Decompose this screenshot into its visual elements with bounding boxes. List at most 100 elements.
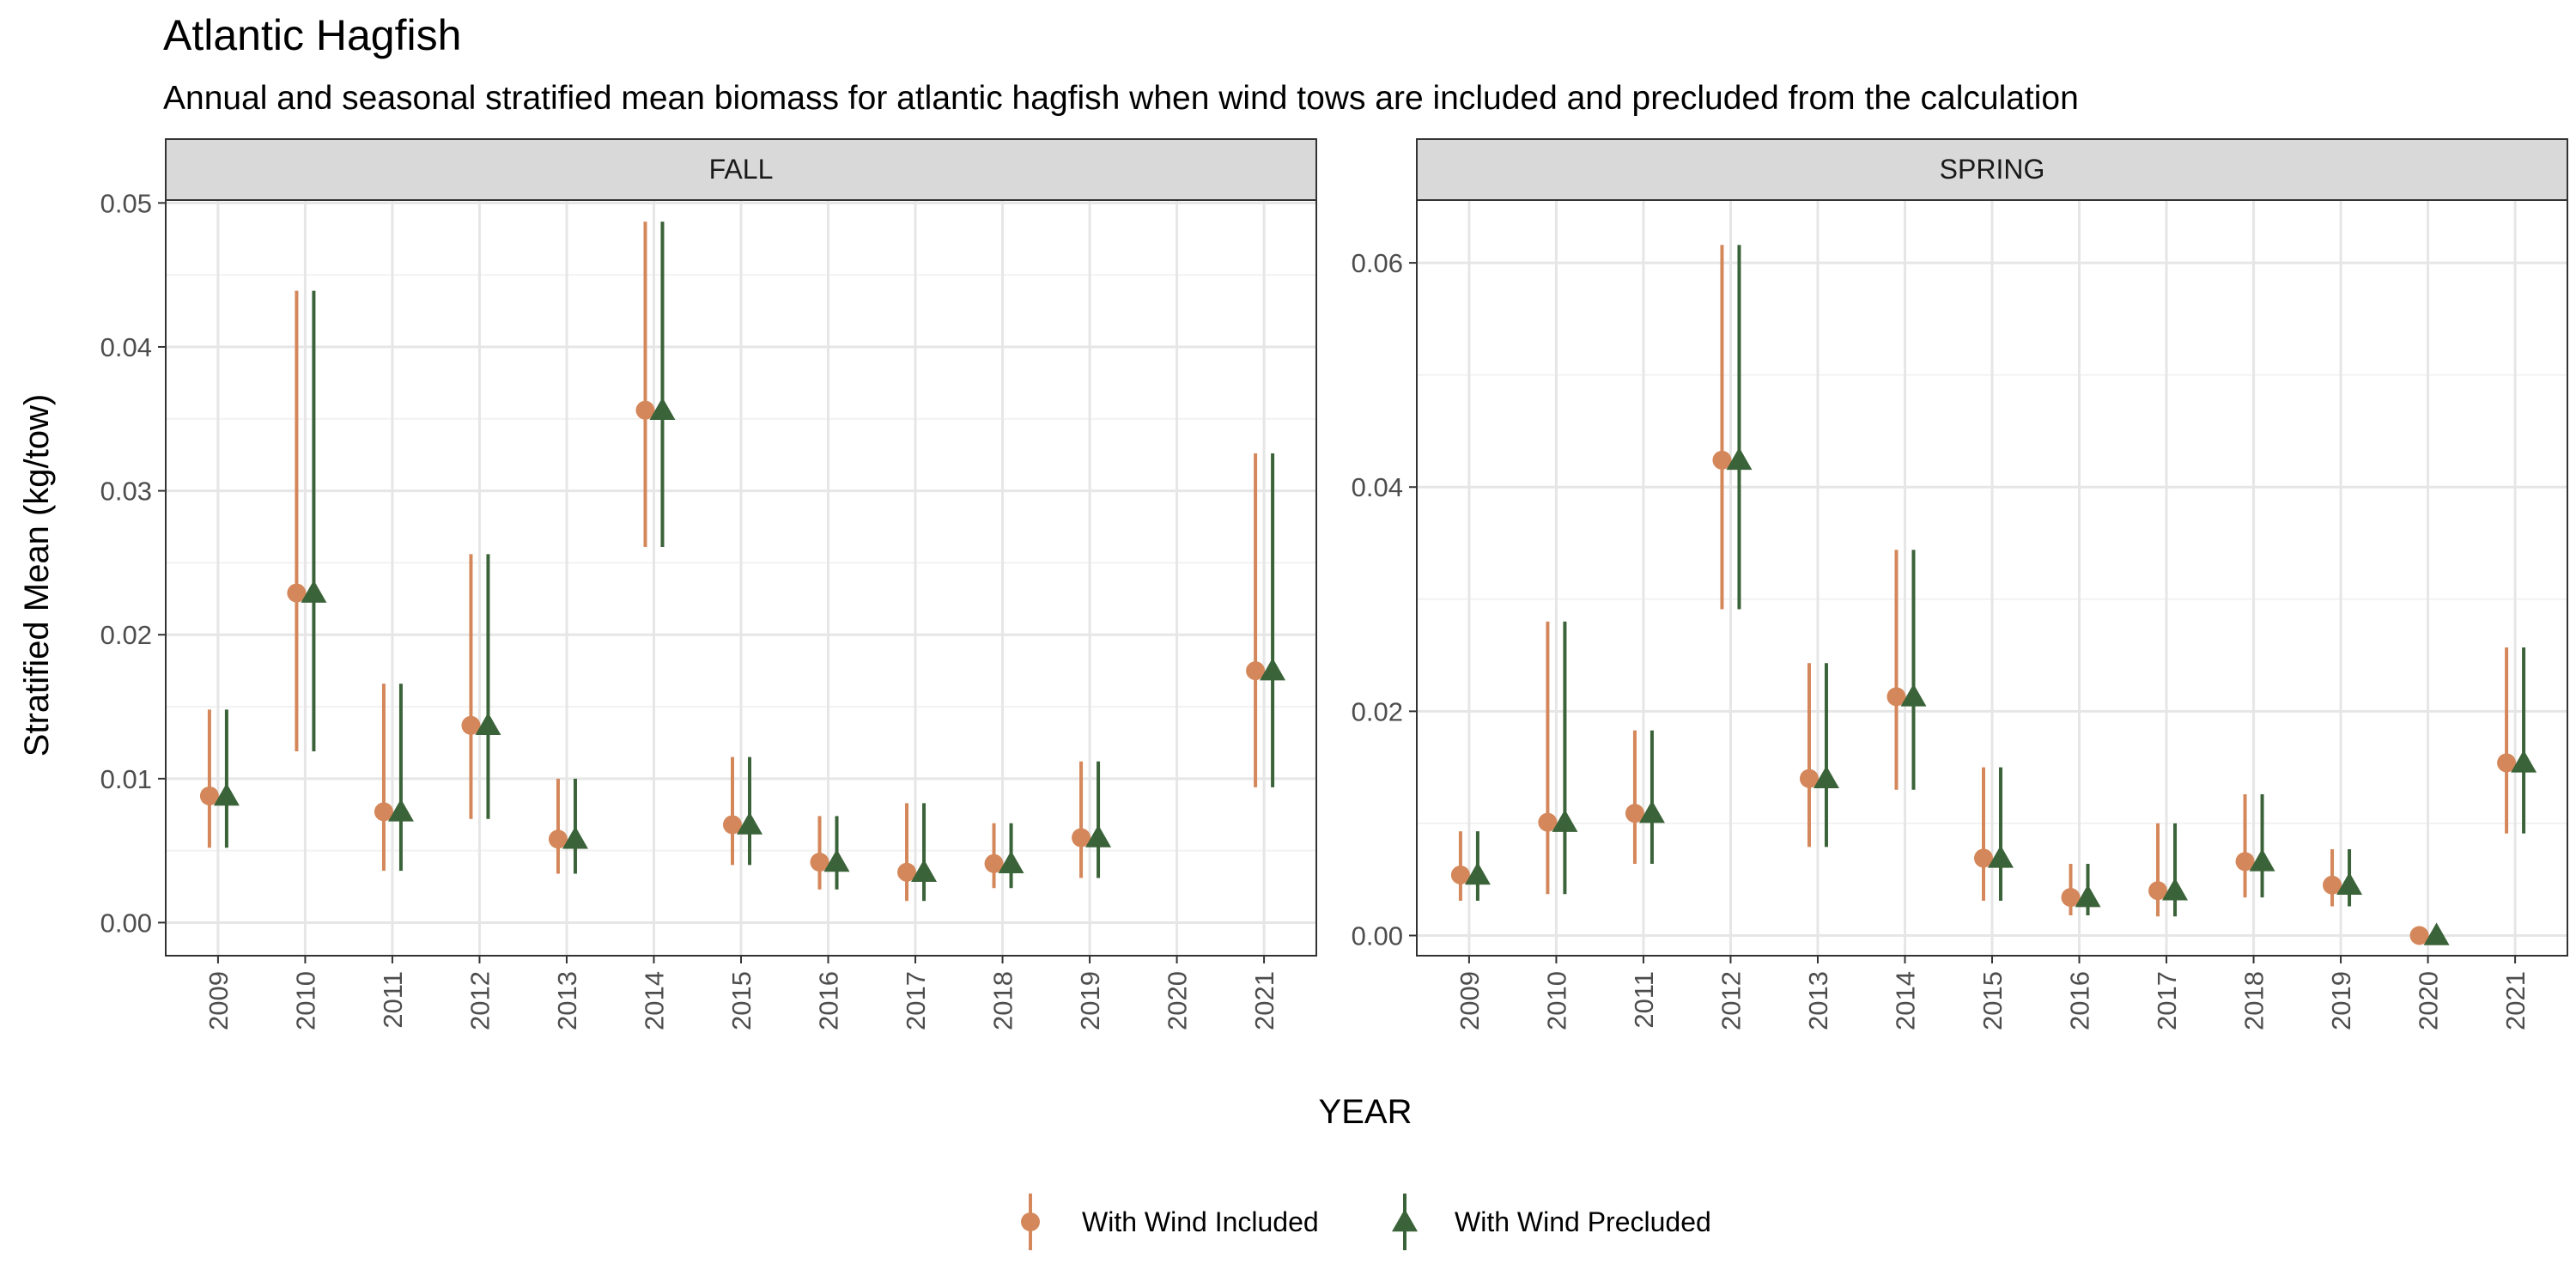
x-tick-label: 2021 [1249,971,1279,1030]
data-point [911,859,938,883]
data-point [199,786,219,805]
x-tick-label: 2015 [1978,971,2008,1030]
legend: With Wind Included With Wind Precluded [1021,1194,1711,1250]
data-point [649,397,676,420]
x-tick-label: 2015 [726,971,756,1030]
panel-spring: SPRING 0.00 0.02 0.04 0.06 2009 2010 2011 2012 20… [1352,138,2568,1030]
x-tick-label: 2014 [639,971,669,1030]
data-point [984,854,1004,873]
panel-fall: FALL 0.00 0.01 0.02 0.03 0.04 0.05 2009 2010 2011… [100,138,1317,1030]
data-point [723,815,742,835]
data-point [213,782,240,806]
y-tick-label: 0.02 [100,620,152,650]
y-tick-label: 0.00 [1352,920,1403,951]
x-tick-label: 2016 [814,971,844,1030]
legend-label: With Wind Precluded [1455,1206,1711,1237]
data-point [2323,875,2342,895]
y-tick-label: 0.00 [100,908,152,938]
x-tick-label: 2009 [1455,971,1485,1030]
legend-key-marker [1392,1209,1418,1232]
data-point [1246,661,1266,681]
data-point [1974,848,1993,868]
data-point [1625,804,1644,823]
data-point [1552,809,1578,832]
x-tick-label: 2019 [1075,971,1105,1030]
x-tick-label: 2012 [1716,971,1746,1030]
data-point [2148,881,2168,901]
data-point [1638,800,1665,823]
x-tick-label: 2017 [2152,971,2182,1030]
panel-border [1416,199,2568,957]
data-point [1450,865,1470,884]
data-point [737,811,762,835]
data-point [1988,845,2014,868]
data-point [387,799,414,822]
data-point [2423,922,2450,945]
x-tick-label: 2018 [2239,971,2269,1030]
data-point [897,862,917,882]
data-point [374,802,393,822]
x-tick-label: 2012 [465,971,495,1030]
data-point [1085,824,1112,848]
data-point [1538,812,1558,832]
data-point [2497,753,2517,773]
facet-label: FALL [709,154,774,185]
data-point [1726,447,1753,471]
data-point [2249,848,2275,872]
data-point [1712,450,1732,470]
y-tick-label: 0.02 [1352,696,1403,726]
data-point [287,583,307,603]
x-tick-label: 2009 [204,971,234,1030]
x-tick-label: 2011 [1629,971,1659,1029]
data-point [2336,872,2363,895]
data-point [998,850,1024,873]
data-point [1260,658,1286,681]
legend-key-marker [1021,1212,1040,1231]
x-axis-label: YEAR [1319,1093,1413,1131]
y-tick-label: 0.04 [1352,472,1403,502]
x-tick-label: 2019 [2326,971,2356,1030]
data-point [2511,750,2537,773]
x-tick-label: 2010 [1541,971,1571,1030]
x-tick-label: 2020 [2414,971,2444,1030]
data-point [635,400,655,420]
y-tick-label: 0.04 [100,332,152,362]
x-tick-label: 2020 [1163,971,1193,1030]
data-point [1813,765,1839,788]
chart-title: Atlantic Hagfish [163,11,461,59]
data-point [1900,683,1927,707]
x-tick-label: 2010 [290,971,320,1030]
data-point [461,715,481,735]
x-tick-label: 2017 [901,971,931,1030]
facet-label: SPRING [1940,154,2045,185]
data-point [1799,769,1819,788]
data-point [2162,878,2189,901]
data-point [823,849,850,872]
x-tick-label: 2011 [378,971,408,1029]
data-point [562,826,588,849]
y-tick-label: 0.03 [100,477,152,507]
data-point [1464,861,1491,885]
data-point [2075,884,2101,908]
y-tick-label: 0.05 [100,188,152,218]
x-tick-label: 2016 [2065,971,2095,1030]
legend-label: With Wind Included [1082,1206,1319,1237]
data-point [2235,852,2255,872]
x-tick-label: 2014 [1890,971,1920,1030]
x-tick-label: 2013 [1803,971,1833,1030]
data-point [475,712,501,736]
x-tick-label: 2013 [552,971,582,1030]
y-tick-label: 0.06 [1352,248,1403,278]
y-tick-label: 0.01 [100,764,152,794]
data-point [1886,687,1906,707]
data-point [810,853,829,872]
chart-subtitle: Annual and seasonal stratified mean biom… [163,80,2079,117]
data-point [301,580,327,603]
data-point [2061,888,2081,908]
y-axis-label: Stratified Mean (kg/tow) [18,394,56,756]
data-point [1072,828,1091,848]
data-point [2409,926,2429,945]
x-tick-label: 2018 [988,971,1018,1030]
facet-strip [165,138,1317,201]
